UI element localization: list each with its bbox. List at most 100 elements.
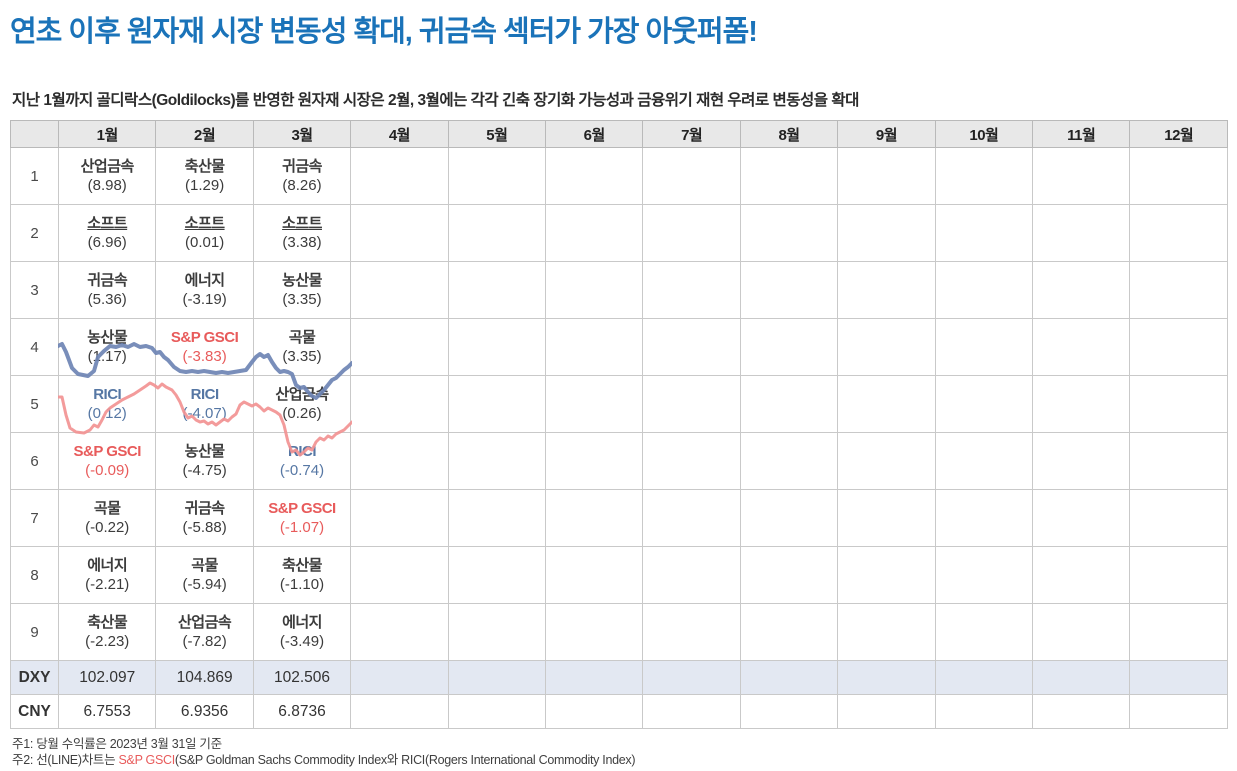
empty-cell	[350, 660, 449, 695]
sector-return: (-3.49)	[279, 633, 325, 650]
empty-cell	[1032, 603, 1131, 661]
sector-name: RICI	[93, 386, 122, 403]
corner-cell	[10, 120, 59, 148]
sector-name: 농산물	[87, 329, 128, 346]
empty-cell	[545, 694, 644, 729]
sector-return: (-2.23)	[85, 633, 130, 650]
sector-name: S&P GSCI	[73, 443, 141, 460]
sector-cell: RICI (-0.74)	[252, 432, 352, 490]
empty-cell	[642, 546, 741, 604]
index-value: 104.869	[155, 660, 254, 695]
empty-cell	[934, 694, 1034, 729]
sector-cell: 소프트 (6.96)	[57, 204, 157, 262]
empty-cell	[447, 489, 547, 547]
sector-return: (-1.10)	[279, 576, 325, 593]
table-body: 1 산업금속 (8.98) 축산물 (1.29) 귀금속 (8.26) 2 소프트 (6.96) 소…	[10, 147, 1228, 729]
empty-cell	[739, 318, 839, 376]
empty-cell	[1032, 546, 1131, 604]
rank-number: 2	[10, 204, 59, 262]
sector-name: S&P GSCI	[268, 500, 336, 517]
sector-return: (3.35)	[282, 348, 322, 365]
sector-return: (-3.83)	[182, 348, 227, 365]
footnotes: 주1: 당월 수익률은 2023년 3월 31일 기준 주2: 선(LINE)차…	[12, 736, 1232, 768]
sector-cell: 곡물 (3.35)	[252, 318, 352, 376]
sector-cell: 축산물 (1.29)	[155, 147, 254, 205]
sector-name: 곡물	[93, 500, 121, 517]
rank-number: 7	[10, 489, 59, 547]
monthly-ranking-section: 1월 2월 3월 4월 5월 6월 7월 8월 9월 10월 11월 12월 1 산업금속 (8.98) 축…	[10, 120, 1228, 729]
sector-return: (-4.07)	[182, 405, 227, 422]
sector-cell: 에너지 (-3.19)	[155, 261, 254, 319]
empty-cell	[642, 660, 741, 695]
sector-name: 축산물	[282, 557, 322, 574]
sector-cell: 소프트 (3.38)	[252, 204, 352, 262]
sector-return: (-0.74)	[279, 462, 325, 479]
empty-cell	[739, 546, 839, 604]
index-label: DXY	[10, 660, 59, 695]
empty-cell	[447, 546, 547, 604]
table-row: 4 농산물 (1.17) S&P GSCI (-3.83) 곡물 (3.35)	[10, 318, 1228, 376]
empty-cell	[739, 261, 839, 319]
empty-cell	[837, 375, 936, 433]
sector-return: (6.96)	[87, 234, 127, 251]
sector-name: 곡물	[288, 329, 316, 346]
sector-name: 산업금속	[178, 614, 232, 631]
empty-cell	[837, 204, 936, 262]
empty-cell	[545, 147, 644, 205]
month-header: 3월	[252, 120, 352, 148]
empty-cell	[1032, 204, 1131, 262]
empty-cell	[1032, 147, 1131, 205]
sector-cell: 에너지 (-2.21)	[57, 546, 157, 604]
table-row: 7 곡물 (-0.22) 귀금속 (-5.88) S&P GSCI (-1.07)	[10, 489, 1228, 547]
sector-cell: 축산물 (-1.10)	[252, 546, 352, 604]
sector-return: (3.35)	[282, 291, 322, 308]
sector-name: 축산물	[87, 614, 128, 631]
empty-cell	[837, 318, 936, 376]
index-value: 6.8736	[252, 694, 352, 729]
empty-cell	[739, 603, 839, 661]
empty-cell	[1129, 318, 1228, 376]
index-row-dxy: DXY 102.097 104.869 102.506	[10, 660, 1228, 695]
table-row: 2 소프트 (6.96) 소프트 (0.01) 소프트 (3.38)	[10, 204, 1228, 262]
sector-name: RICI	[288, 443, 317, 460]
sector-name: 곡물	[191, 557, 218, 574]
empty-cell	[934, 546, 1034, 604]
month-header: 10월	[934, 120, 1034, 148]
empty-cell	[1129, 432, 1228, 490]
empty-cell	[545, 660, 644, 695]
empty-cell	[447, 147, 547, 205]
index-value: 102.506	[252, 660, 352, 695]
sector-return: (5.36)	[87, 291, 127, 308]
footnote-2: 주2: 선(LINE)차트는 S&P GSCI(S&P Goldman Sach…	[12, 753, 636, 767]
sector-cell: 산업금속 (8.98)	[57, 147, 157, 205]
sector-cell: 에너지 (-3.49)	[252, 603, 352, 661]
empty-cell	[545, 489, 644, 547]
sector-name: 소프트	[282, 215, 322, 232]
empty-cell	[350, 603, 449, 661]
empty-cell	[350, 204, 449, 262]
table-row: 6 S&P GSCI (-0.09) 농산물 (-4.75) RICI (-0.74)	[10, 432, 1228, 490]
empty-cell	[739, 204, 839, 262]
empty-cell	[1129, 660, 1228, 695]
empty-cell	[934, 318, 1034, 376]
sector-name: 에너지	[184, 272, 225, 289]
sector-name: 귀금속	[184, 500, 225, 517]
empty-cell	[1032, 375, 1131, 433]
sector-return: (0.01)	[185, 234, 225, 251]
sector-name: 에너지	[87, 557, 128, 574]
sector-name: 소프트	[184, 215, 225, 232]
sector-return: (1.29)	[185, 177, 225, 194]
empty-cell	[447, 694, 547, 729]
month-header: 5월	[447, 120, 547, 148]
empty-cell	[350, 432, 449, 490]
sector-cell: 농산물 (3.35)	[252, 261, 352, 319]
empty-cell	[837, 261, 936, 319]
empty-cell	[642, 147, 741, 205]
empty-cell	[350, 694, 449, 729]
empty-cell	[642, 694, 741, 729]
rank-number: 8	[10, 546, 59, 604]
empty-cell	[642, 204, 741, 262]
sector-return: (0.26)	[282, 405, 322, 422]
rank-number: 1	[10, 147, 59, 205]
sector-return: (3.38)	[282, 234, 322, 251]
